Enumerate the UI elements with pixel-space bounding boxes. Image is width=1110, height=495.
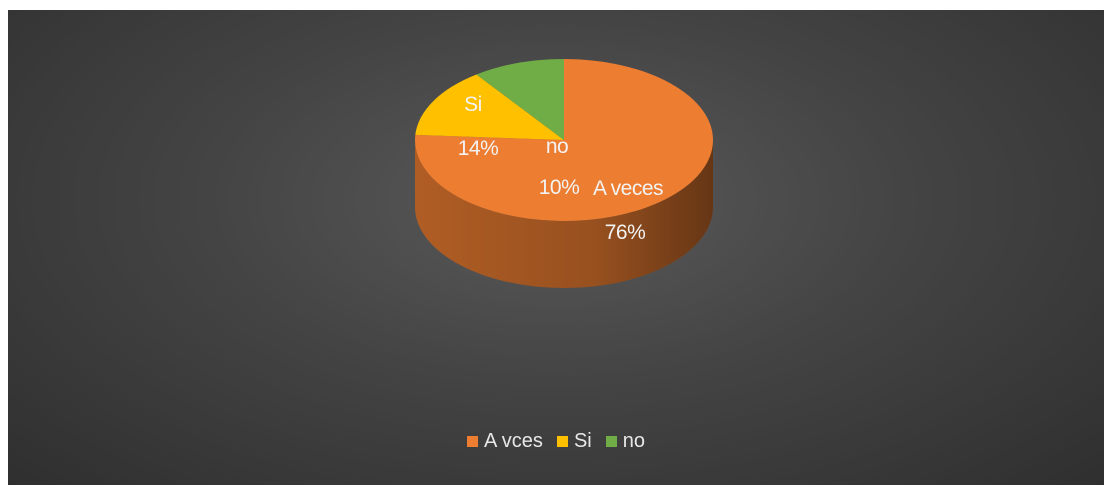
- legend-swatch-a-vces: [467, 436, 479, 447]
- pie-slice-1: [415, 74, 564, 140]
- data-label-name-1: Si: [464, 93, 482, 116]
- pie-chart: A veces 76% Si 14% no 10%: [414, 59, 713, 288]
- data-label-value-0: 76%: [605, 221, 646, 244]
- legend: A vces Si no: [8, 430, 1104, 453]
- legend-item-si: Si: [556, 430, 592, 453]
- legend-item-no: no: [605, 430, 645, 453]
- legend-label-no: no: [622, 430, 645, 452]
- legend-label-si: Si: [573, 430, 592, 452]
- data-label-name-0: A veces: [593, 177, 663, 200]
- data-label-name-2: no: [546, 135, 568, 158]
- legend-item-a-vces: A vces: [467, 430, 543, 453]
- legend-swatch-si: [556, 436, 568, 447]
- pie-side-shade-0: [415, 140, 713, 288]
- pie-slice-0: [414, 59, 713, 221]
- chart-area: A veces 76% Si 14% no 10% A vces Si no: [8, 10, 1104, 485]
- pie-slice-2: [476, 59, 564, 140]
- legend-swatch-no: [605, 436, 617, 447]
- data-label-value-2: 10%: [539, 176, 580, 199]
- data-label-value-1: 14%: [458, 137, 499, 160]
- legend-label-a-vces: A vces: [484, 430, 543, 452]
